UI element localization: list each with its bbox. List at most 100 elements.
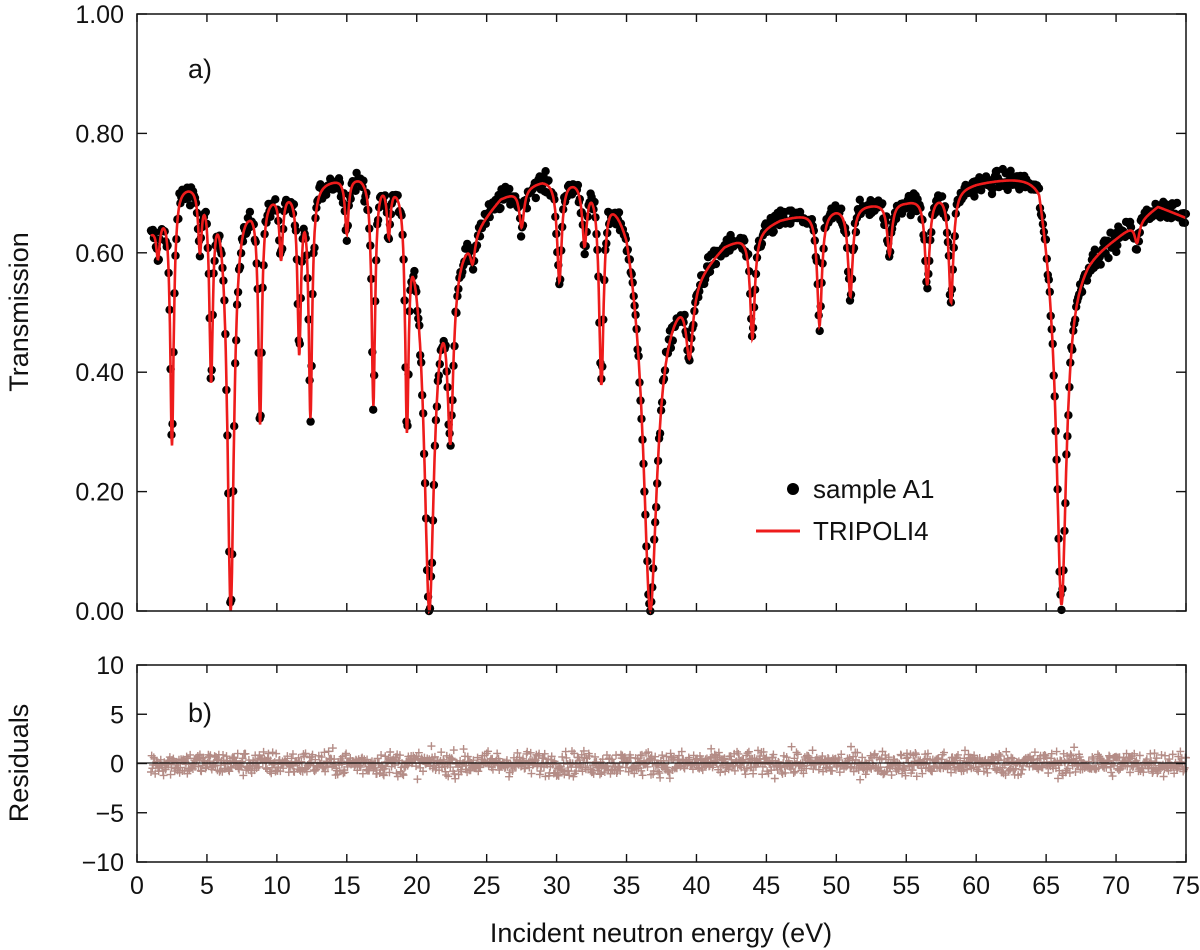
residual-point [386, 747, 395, 756]
residual-point [787, 742, 796, 751]
residual-point [166, 770, 175, 779]
sample-a1-point [1096, 260, 1105, 269]
residual-point [730, 766, 739, 775]
residual-point [847, 742, 856, 751]
residual-point [1108, 772, 1117, 781]
residual-point [662, 752, 671, 761]
residual-point [607, 755, 616, 764]
legend-label-tripoli4: TRIPOLI4 [813, 516, 929, 546]
residual-point [513, 748, 522, 757]
x-tick-label: 20 [403, 872, 431, 900]
residual-point [427, 742, 436, 751]
residual-point [644, 748, 653, 757]
residual-point [146, 768, 155, 777]
residual-point [837, 750, 846, 759]
residual-point [356, 763, 365, 772]
residual-point [159, 771, 168, 780]
sample-a1-point [342, 236, 351, 245]
residual-point [270, 758, 279, 767]
y-tick-label: 0.00 [75, 598, 124, 626]
residual-point [912, 772, 921, 781]
residual-point [923, 749, 932, 758]
residual-point [637, 750, 646, 759]
x-tick-label: 5 [200, 872, 214, 900]
residuals-data-marks [146, 742, 1190, 784]
residual-point [707, 744, 716, 753]
residual-point [381, 752, 390, 761]
sample-a1-point [970, 192, 979, 201]
residuals-y-axis-title: Residuals [4, 704, 34, 823]
residual-point [484, 747, 493, 756]
residual-point [446, 763, 455, 772]
sample-a1-point [369, 405, 378, 414]
residual-point [448, 755, 457, 764]
residual-point [792, 748, 801, 757]
residual-point [743, 749, 752, 758]
residual-point [459, 745, 468, 754]
residual-point [790, 754, 799, 763]
residual-point [791, 767, 800, 776]
sample-a1-point [1057, 605, 1066, 615]
residual-point [741, 770, 750, 779]
residual-point [340, 768, 349, 777]
sample-a1-point [1090, 245, 1100, 254]
sample-a1-point [923, 284, 932, 293]
sample-a1-point [245, 207, 255, 217]
residual-point [720, 754, 729, 763]
residual-point [444, 772, 453, 781]
residual-point [814, 765, 823, 774]
residual-point [677, 747, 686, 756]
sample-a1-point [1132, 245, 1142, 254]
residual-point [928, 767, 937, 776]
residual-point [311, 755, 320, 764]
residual-point [799, 769, 808, 778]
residual-point [186, 750, 195, 759]
residual-point [583, 758, 592, 767]
residual-point [337, 760, 346, 769]
residual-point [419, 767, 428, 776]
residual-point [342, 749, 351, 758]
residual-point [884, 753, 893, 762]
residual-point [663, 767, 672, 776]
residual-point [643, 762, 652, 771]
residual-point [194, 762, 203, 771]
residual-point [565, 771, 574, 780]
residual-point [259, 747, 268, 756]
residual-point [858, 753, 867, 762]
y-tick-label: 0.40 [75, 359, 124, 387]
residual-point [637, 766, 646, 775]
residual-point [320, 748, 329, 757]
residual-point [654, 767, 663, 776]
residual-point [310, 767, 319, 776]
sample-a1-point [977, 186, 986, 195]
x-tick-label: 25 [473, 872, 501, 900]
sample-a1-point [1180, 218, 1190, 227]
sample-a1-point [541, 167, 550, 176]
y-tick-label: −10 [82, 849, 124, 877]
x-tick-label: 55 [892, 872, 920, 900]
residual-point [744, 747, 753, 756]
residual-point [283, 752, 292, 761]
residual-point [954, 750, 963, 759]
residual-point [665, 774, 674, 783]
x-tick-label: 0 [130, 872, 144, 900]
sample-a1-point [769, 227, 778, 236]
x-tick-label: 15 [333, 872, 361, 900]
residual-point [781, 768, 790, 777]
residual-point [414, 748, 423, 757]
residual-point [1044, 769, 1053, 777]
residual-point [585, 751, 594, 760]
residual-point [238, 754, 247, 763]
x-tick-label: 75 [1172, 872, 1200, 900]
x-tick-label: 45 [752, 872, 780, 900]
x-tick-label: 60 [962, 872, 990, 900]
sample-a1-point [614, 208, 624, 217]
residual-point [897, 751, 906, 760]
residual-point [912, 750, 921, 759]
residual-point [856, 775, 865, 784]
residual-point [399, 771, 408, 780]
sample-a1-point [1126, 223, 1136, 232]
residual-point [658, 751, 667, 760]
residual-point [547, 752, 556, 761]
